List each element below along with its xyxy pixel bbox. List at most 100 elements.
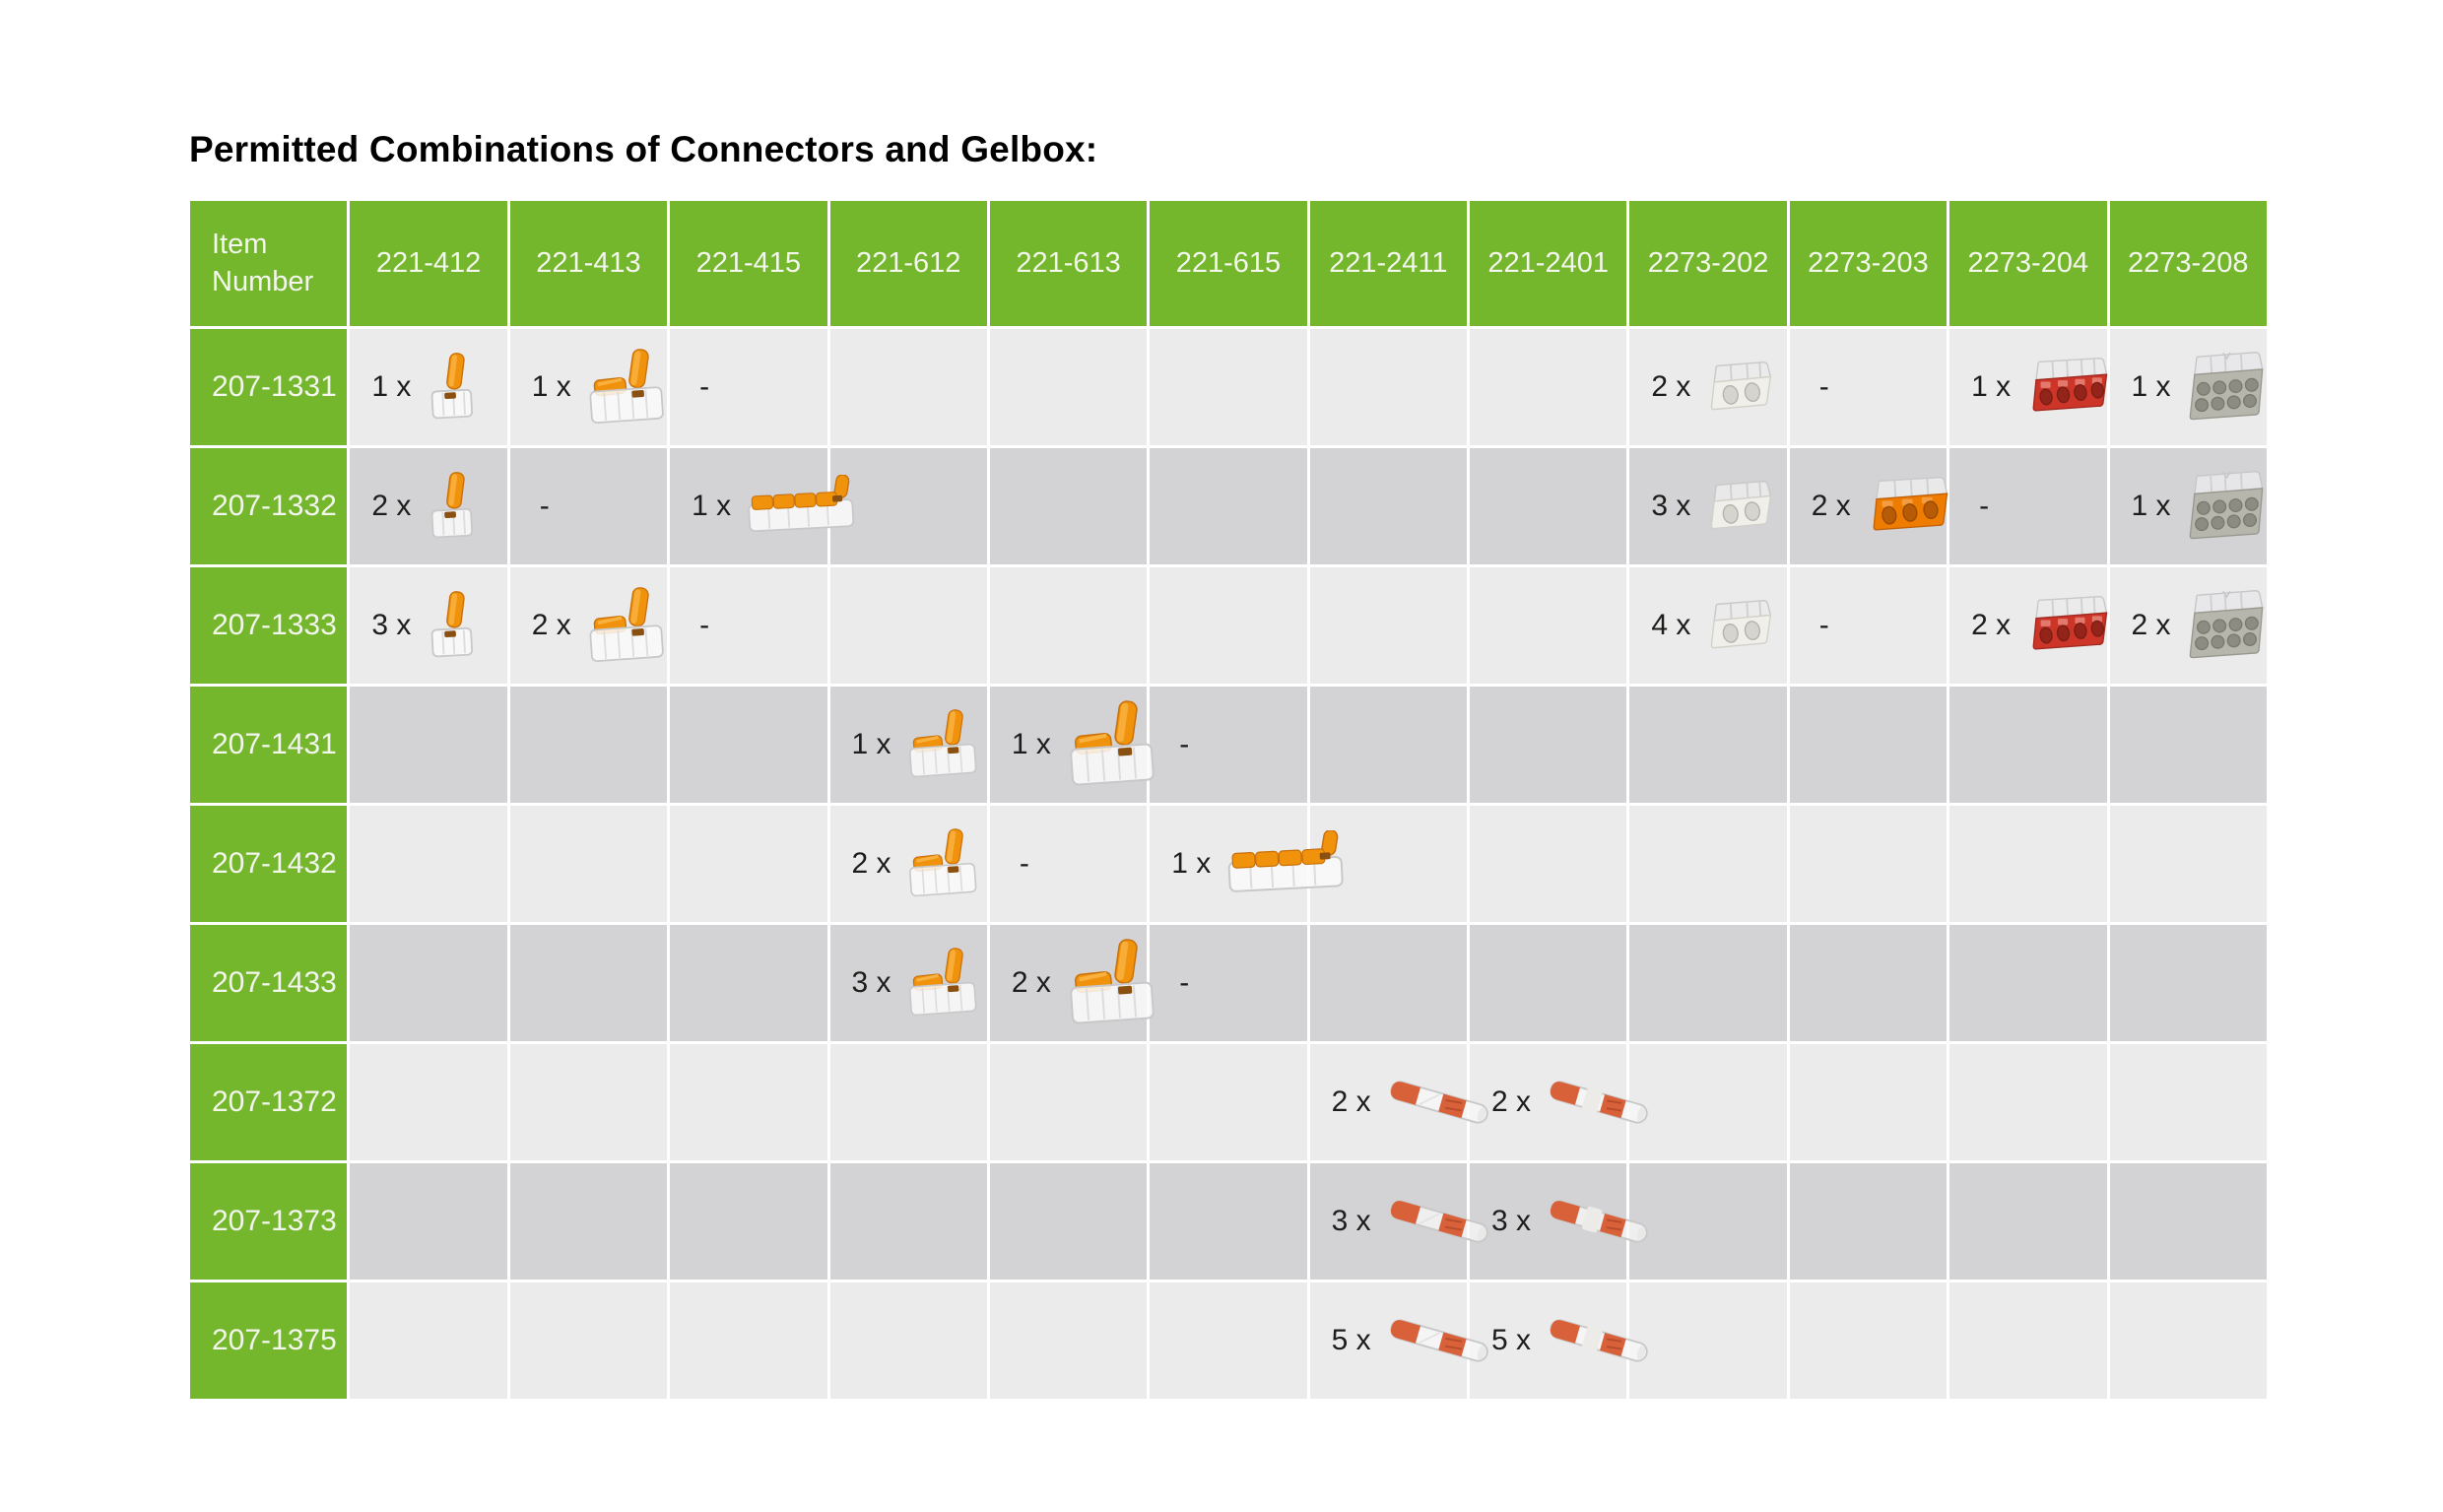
- cell-207-1372-221-2411: 2 x: [1306, 1041, 1468, 1163]
- cell-207-1433-2273-204: [1947, 922, 2110, 1044]
- table-row: 207-1372 2 x 2 x: [186, 1041, 2270, 1163]
- quantity-label: 2 x: [1331, 1085, 1371, 1118]
- cell-207-1373-221-613: [986, 1160, 1151, 1282]
- cell-207-1331-221-613: [986, 326, 1151, 448]
- cell-207-1333-221-615: [1147, 564, 1310, 687]
- quantity-label: 2 x: [1651, 370, 1691, 403]
- quantity-cell-content: 2 x: [830, 821, 987, 907]
- quantity-label: 5 x: [1331, 1324, 1371, 1356]
- table-row: 207-1373 3 x 3 x: [186, 1160, 2270, 1282]
- quantity-label: 1 x: [692, 490, 732, 522]
- cell-207-1432-221-413: [506, 803, 671, 925]
- quantity-label: 2 x: [1491, 1085, 1532, 1118]
- col-header-221-415: 221-415: [667, 198, 830, 329]
- cell-207-1333-2273-202: 4 x: [1626, 564, 1790, 687]
- cell-207-1331-221-413: 1 x: [506, 326, 671, 448]
- quantity-label: 1 x: [1971, 370, 2012, 403]
- cell-207-1331-221-612: [826, 326, 990, 448]
- row-label-207-1372: 207-1372: [186, 1041, 351, 1163]
- cell-207-1331-221-412: 1 x: [347, 326, 510, 448]
- cell-207-1333-221-415: -: [667, 564, 830, 687]
- connector-221-412-icon: [424, 590, 477, 661]
- quantity-label: 1 x: [371, 370, 412, 403]
- cell-207-1373-221-2401: 3 x: [1466, 1160, 1628, 1282]
- cell-207-1372-221-612: [826, 1041, 990, 1163]
- quantity-cell-content: 1 x: [830, 701, 987, 788]
- cell-207-1373-221-413: [506, 1160, 671, 1282]
- cell-207-1332-221-615: [1147, 445, 1310, 567]
- table-row: 207-1332 2 x - 1 x 3 x 2 x - 1 x: [186, 445, 2270, 567]
- cell-207-1433-221-2401: [1466, 922, 1630, 1044]
- cell-207-1433-221-615: -: [1147, 922, 1310, 1044]
- connector-221-2401-icon: [1544, 1188, 1654, 1255]
- cell-207-1432-221-612: 2 x: [826, 803, 990, 925]
- cell-207-1375-2273-202: [1626, 1280, 1790, 1402]
- cell-207-1332-2273-202: 3 x: [1626, 445, 1790, 567]
- connector-2273-202-icon: [1703, 359, 1776, 417]
- cell-207-1432-221-2411: [1306, 803, 1471, 925]
- connector-221-413-icon: [584, 348, 671, 427]
- table-row: 207-1333 3 x 2 x - 4 x - 2 x 2 x: [186, 564, 2270, 687]
- connector-221-2401-icon: [1544, 1307, 1654, 1374]
- col-header-2273-204: 2273-204: [1947, 198, 2110, 329]
- quantity-label: 2 x: [531, 609, 571, 641]
- connector-221-412-icon: [424, 352, 477, 423]
- connector-221-2411-icon: [1384, 1307, 1494, 1374]
- cell-207-1333-221-413: 2 x: [506, 564, 671, 687]
- cell-207-1431-221-2401: [1466, 684, 1630, 806]
- row-label-207-1432: 207-1432: [186, 803, 351, 925]
- cell-207-1373-221-612: [826, 1160, 990, 1282]
- cell-207-1432-221-613: -: [986, 803, 1151, 925]
- table-row: 207-1432 2 x - 1 x: [186, 803, 2270, 925]
- quantity-label: 3 x: [371, 609, 412, 641]
- row-label-207-1375: 207-1375: [186, 1280, 351, 1402]
- quantity-label: 3 x: [1491, 1205, 1532, 1237]
- row-label-207-1332: 207-1332: [186, 445, 351, 567]
- cell-207-1332-2273-203: 2 x: [1786, 445, 1950, 567]
- cell-207-1372-2273-204: [1947, 1041, 2110, 1163]
- quantity-cell-content: 2 x: [1790, 474, 1947, 539]
- cell-207-1331-221-2411: [1306, 326, 1471, 448]
- connector-221-613-icon: [1064, 938, 1162, 1028]
- connector-2273-204-icon: [2023, 355, 2114, 420]
- quantity-cell-content: 2 x: [990, 938, 1147, 1028]
- cell-207-1432-2273-208: [2106, 803, 2270, 925]
- quantity-label: 2 x: [1811, 490, 1851, 522]
- cell-207-1375-2273-208: [2106, 1280, 2270, 1402]
- connector-221-412-icon: [424, 471, 477, 542]
- connector-221-613-icon: [1064, 699, 1162, 790]
- quantity-cell-content: 5 x: [1470, 1307, 1626, 1374]
- cell-207-1375-221-615: [1147, 1280, 1310, 1402]
- col-header-221-412: 221-412: [347, 198, 510, 329]
- connector-221-2401-icon: [1544, 1069, 1654, 1136]
- quantity-label: 3 x: [1651, 490, 1691, 522]
- cell-207-1431-221-415: [667, 684, 830, 806]
- quantity-label: 1 x: [2131, 490, 2171, 522]
- not-permitted-dash: -: [699, 370, 710, 403]
- not-permitted-dash: -: [539, 490, 550, 522]
- quantity-label: 1 x: [1011, 728, 1051, 760]
- not-permitted-dash: -: [1019, 847, 1029, 880]
- quantity-cell-content: 3 x: [1470, 1188, 1626, 1255]
- row-label-207-1333: 207-1333: [186, 564, 351, 687]
- quantity-cell-content: 2 x: [350, 471, 506, 542]
- quantity-cell-content: 2 x: [1310, 1069, 1467, 1136]
- quantity-label: 1 x: [531, 370, 571, 403]
- cell-207-1431-221-615: -: [1147, 684, 1310, 806]
- quantity-cell-content: 1 x: [2110, 348, 2268, 427]
- col-header-2273-202: 2273-202: [1626, 198, 1790, 329]
- cell-207-1433-221-612: 3 x: [826, 922, 990, 1044]
- connector-221-2411-icon: [1384, 1069, 1494, 1136]
- cell-207-1375-221-415: [667, 1280, 830, 1402]
- row-label-207-1373: 207-1373: [186, 1160, 351, 1282]
- cell-207-1431-221-612: 1 x: [826, 684, 990, 806]
- cell-207-1372-221-613: [986, 1041, 1151, 1163]
- cell-207-1373-2273-204: [1947, 1160, 2110, 1282]
- cell-207-1433-221-412: [347, 922, 510, 1044]
- cell-207-1372-221-413: [506, 1041, 671, 1163]
- quantity-cell-content: 2 x: [1470, 1069, 1626, 1136]
- cell-207-1375-221-613: [986, 1280, 1151, 1402]
- cell-207-1333-221-2411: [1306, 564, 1471, 687]
- cell-207-1372-221-412: [347, 1041, 510, 1163]
